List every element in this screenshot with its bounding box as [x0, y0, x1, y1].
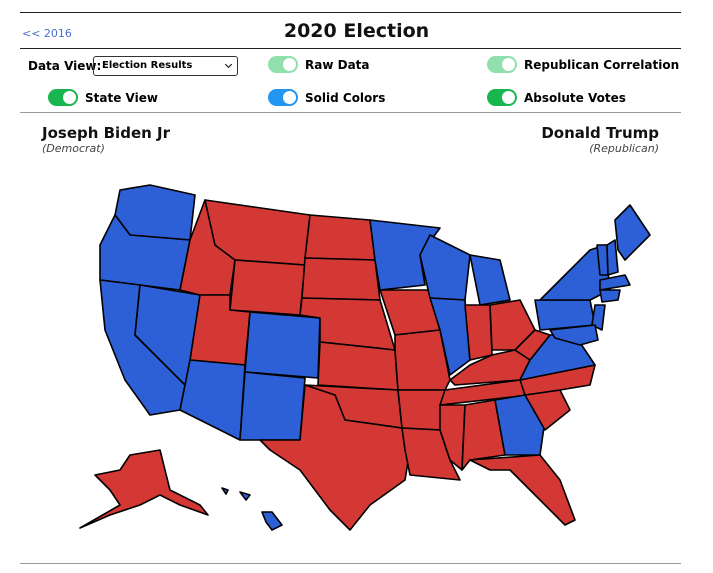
state[interactable]: [514, 329, 551, 361]
state[interactable]: [304, 214, 376, 261]
state[interactable]: [606, 239, 619, 276]
toggle-switch[interactable]: [48, 89, 78, 106]
state[interactable]: [599, 289, 621, 303]
state[interactable]: [239, 371, 306, 441]
candidate-right: Donald Trump (Republican): [541, 124, 659, 155]
toggle-switch[interactable]: [487, 89, 517, 106]
state[interactable]: [614, 204, 651, 261]
toggle-switch[interactable]: [268, 89, 298, 106]
toggle-knob: [283, 91, 296, 104]
toggle-label: Republican Correlation: [524, 57, 680, 72]
candidate-name: Donald Trump: [541, 124, 659, 142]
state[interactable]: [461, 399, 506, 471]
state[interactable]: [429, 297, 471, 376]
state[interactable]: [317, 341, 399, 391]
page-title: 2020 Election: [283, 20, 430, 42]
toggle-label: Raw Data: [305, 57, 370, 72]
prev-year-link[interactable]: << 2016: [22, 27, 72, 40]
toggle[interactable]: State View: [48, 89, 158, 106]
toggle[interactable]: Solid Colors: [268, 89, 385, 106]
state[interactable]: [221, 487, 229, 495]
toggle-switch: [268, 56, 298, 73]
toggle-knob: [502, 58, 515, 71]
toggle: Republican Correlation: [487, 56, 679, 73]
state[interactable]: [261, 511, 283, 531]
state[interactable]: [591, 304, 606, 331]
toggle: Raw Data: [268, 56, 370, 73]
state[interactable]: [464, 304, 493, 361]
toggle-knob: [283, 58, 296, 71]
state[interactable]: [229, 259, 306, 316]
candidate-party: (Democrat): [42, 142, 105, 155]
state[interactable]: [469, 454, 576, 526]
controls-rule: [20, 112, 681, 113]
state[interactable]: [599, 274, 631, 291]
state[interactable]: [419, 234, 471, 301]
state[interactable]: [239, 491, 251, 501]
state[interactable]: [79, 449, 209, 529]
toggle-label: Solid Colors: [305, 90, 386, 105]
state[interactable]: [301, 257, 381, 301]
state[interactable]: [469, 254, 511, 306]
candidate-name: Joseph Biden Jr: [42, 124, 170, 142]
state[interactable]: [369, 219, 441, 291]
state[interactable]: [439, 404, 466, 471]
state[interactable]: [397, 389, 446, 431]
candidate-party: (Republican): [589, 142, 659, 155]
state[interactable]: [244, 311, 321, 379]
data-view-select[interactable]: Election Results: [93, 56, 238, 76]
top-rule: [20, 12, 681, 13]
data-view-label: Data View:: [28, 59, 102, 73]
toggle-label: State View: [85, 90, 158, 105]
state[interactable]: [179, 359, 246, 441]
bottom-rule: [20, 563, 681, 564]
state[interactable]: [494, 394, 546, 456]
toggle-knob: [502, 91, 515, 104]
candidate-left: Joseph Biden Jr (Democrat): [42, 124, 170, 155]
toggle-switch: [487, 56, 517, 73]
toggle-label: Absolute Votes: [524, 90, 626, 105]
state[interactable]: [549, 324, 599, 346]
toggle-knob: [63, 91, 76, 104]
state[interactable]: [259, 384, 411, 531]
toggle[interactable]: Absolute Votes: [487, 89, 626, 106]
title-rule: [20, 48, 681, 49]
